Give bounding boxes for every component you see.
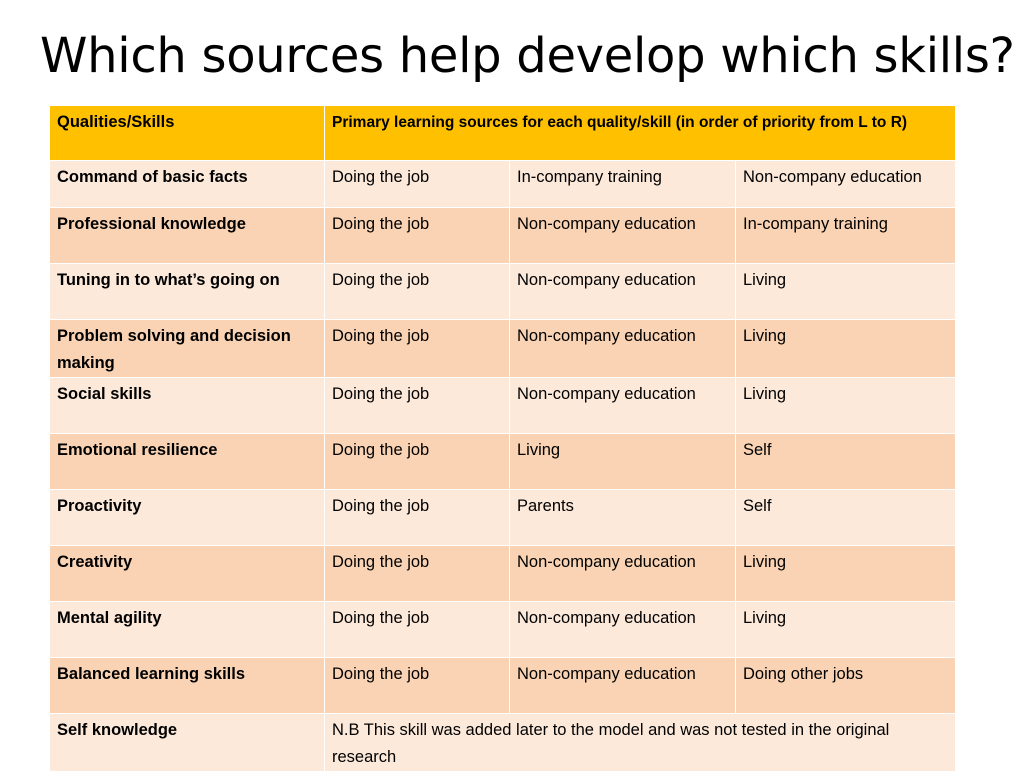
source-1: Doing the job	[324, 263, 510, 320]
source-3: Self	[735, 489, 956, 546]
source-3: Living	[735, 377, 956, 434]
source-3: In-company training	[735, 207, 956, 264]
source-2: Non-company education	[509, 377, 736, 434]
source-2: Non-company education	[509, 207, 736, 264]
source-2: Parents	[509, 489, 736, 546]
source-1: Doing the job	[324, 657, 510, 714]
source-1: Doing the job	[324, 160, 510, 208]
skill-name: Social skills	[49, 377, 325, 434]
source-2: Non-company education	[509, 319, 736, 378]
skill-name: Command of basic facts	[49, 160, 325, 208]
source-3: Living	[735, 601, 956, 658]
source-2: Non-company education	[509, 263, 736, 320]
skill-name: Mental agility	[49, 601, 325, 658]
table-row: Tuning in to what’s going on Doing the j…	[49, 263, 956, 320]
skills-sources-table: Qualities/Skills Primary learning source…	[49, 105, 956, 772]
skill-name: Balanced learning skills	[49, 657, 325, 714]
skill-name: Emotional resilience	[49, 433, 325, 490]
table-row: Mental agility Doing the job Non-company…	[49, 601, 956, 658]
table-row: Creativity Doing the job Non-company edu…	[49, 545, 956, 602]
source-1: Doing the job	[324, 207, 510, 264]
skill-name: Problem solving and decision making	[49, 319, 325, 378]
table-row: Social skills Doing the job Non-company …	[49, 377, 956, 434]
self-knowledge-note: N.B This skill was added later to the mo…	[324, 713, 956, 772]
skill-name: Creativity	[49, 545, 325, 602]
table-header-row: Qualities/Skills Primary learning source…	[49, 105, 956, 161]
source-1: Doing the job	[324, 489, 510, 546]
table-row: Balanced learning skills Doing the job N…	[49, 657, 956, 714]
skill-name: Professional knowledge	[49, 207, 325, 264]
source-1: Doing the job	[324, 601, 510, 658]
source-1: Doing the job	[324, 545, 510, 602]
source-2: Non-company education	[509, 601, 736, 658]
table-row: Problem solving and decision making Doin…	[49, 319, 956, 378]
table-row: Emotional resilience Doing the job Livin…	[49, 433, 956, 490]
slide-title: Which sources help develop which skills?	[40, 28, 1015, 84]
source-1: Doing the job	[324, 377, 510, 434]
source-2: Non-company education	[509, 545, 736, 602]
source-3: Non-company education	[735, 160, 956, 208]
table-row: Proactivity Doing the job Parents Self	[49, 489, 956, 546]
table-row: Professional knowledge Doing the job Non…	[49, 207, 956, 264]
source-3: Living	[735, 545, 956, 602]
source-3: Self	[735, 433, 956, 490]
source-3: Living	[735, 319, 956, 378]
header-primary-learning-sources: Primary learning sources for each qualit…	[324, 105, 956, 161]
skill-name: Proactivity	[49, 489, 325, 546]
source-2: Non-company education	[509, 657, 736, 714]
table-row-self-knowledge: Self knowledge N.B This skill was added …	[49, 713, 956, 772]
skill-name: Tuning in to what’s going on	[49, 263, 325, 320]
source-2: In-company training	[509, 160, 736, 208]
skill-name: Self knowledge	[49, 713, 325, 772]
source-1: Doing the job	[324, 433, 510, 490]
table-row: Command of basic facts Doing the job In-…	[49, 160, 956, 208]
source-3: Doing other jobs	[735, 657, 956, 714]
source-3: Living	[735, 263, 956, 320]
source-1: Doing the job	[324, 319, 510, 378]
header-qualities-skills: Qualities/Skills	[49, 105, 325, 161]
source-2: Living	[509, 433, 736, 490]
